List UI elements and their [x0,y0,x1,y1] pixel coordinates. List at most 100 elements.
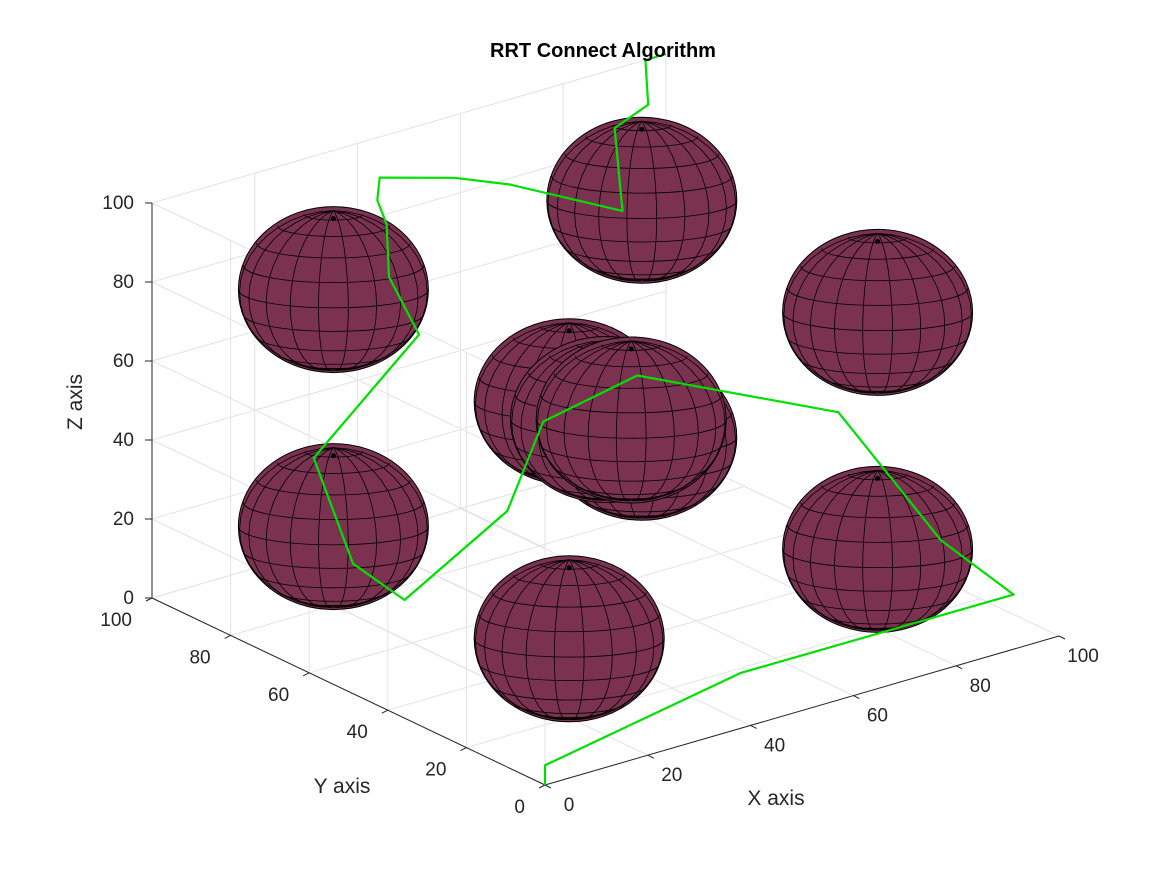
sphere-meridian [587,340,632,501]
sphere-meridian [641,120,737,280]
z-tick-label: 0 [123,588,134,609]
y-tick-label: 60 [268,685,289,706]
sphere-pole [875,475,881,481]
sphere-meridian [511,340,606,499]
sphere-meridian [877,233,893,394]
sphere-meridian [877,233,922,394]
sphere-meridian [877,233,972,392]
sphere-obstacle [473,555,665,723]
sphere-meridian [484,559,570,719]
sphere-meridian [862,470,878,631]
y-tick-label: 0 [514,797,525,818]
sphere-meridian [289,447,334,608]
z-tick-label: 40 [113,430,134,451]
sphere-meridian [248,210,334,370]
scene [237,52,1015,786]
x-tick-label: 80 [970,676,991,697]
x-tick-mark [544,784,552,789]
sphere-meridian [333,210,428,369]
sphere-obstacle [535,336,727,504]
y-axis-label: Y axis [314,775,371,798]
y-tick-mark [381,709,389,714]
sphere-obstacle [782,465,974,633]
sphere-meridian [834,233,878,394]
y-tick-label: 40 [347,722,368,743]
sphere-latitude [821,485,934,497]
sphere-meridian [318,210,334,371]
sphere-meridian [333,210,349,371]
sphere-meridian [333,447,349,608]
sphere-obstacle [237,206,429,374]
sphere-meridian [809,233,878,393]
sphere-meridian [248,447,334,607]
sphere-meridian [520,340,606,500]
sphere-meridian [615,340,632,502]
sphere-meridian [792,233,878,393]
sphere-meridian [265,210,334,371]
x-tick-label: 40 [764,735,785,756]
sphere-latitude [585,136,699,148]
chart-title: RRT Connect Algorithm [490,40,716,62]
x-tick-mark [750,724,757,729]
sphere-meridian [563,340,632,501]
sphere-pole [566,328,572,334]
x-tick-mark [647,754,655,759]
grid-line [151,290,667,441]
sphere-meridian [484,322,570,482]
sphere-meridian [630,340,647,502]
y-tick-mark [538,784,546,789]
sphere-meridian [333,447,377,608]
sphere-meridian [631,340,717,500]
sphere-pole [639,126,645,132]
x-tick-mark [1058,635,1066,640]
grid-line [460,508,854,697]
sphere-meridian [783,233,878,392]
sphere-meridian [809,470,878,630]
sphere-meridian [783,470,878,629]
z-tick-label: 100 [102,193,134,214]
sphere-meridian [598,120,642,282]
sphere-meridian [631,340,726,500]
sphere-meridian [553,559,570,721]
sphere-meridian [501,322,570,483]
sphere-meridian [877,470,972,629]
sphere-obstacle [237,443,429,611]
grid-line [151,518,546,707]
sphere-meridian [333,210,377,371]
sphere-latitude [277,462,390,474]
y-tick-mark [460,747,467,752]
sphere-pole [875,238,881,244]
grid-line [151,281,546,470]
sphere-meridian [265,447,334,608]
x-tick-mark [955,665,963,670]
sphere-meridian [289,210,334,371]
x-tick-label: 100 [1067,646,1099,667]
y-axis-line [151,597,546,786]
sphere-meridian [568,559,585,721]
sphere-meridian [318,447,334,608]
sphere-pole [330,216,336,222]
x-tick-label: 20 [661,765,682,786]
sphere-meridian [877,470,893,631]
sphere-meridian [641,120,686,282]
sphere-meridian [333,210,419,370]
sphere-pole [330,453,336,459]
z-tick-label: 60 [113,351,134,372]
sphere-meridian [641,120,727,280]
axis-lines [145,202,1066,789]
grid-line [151,53,667,204]
x-tick-label: 0 [564,795,575,816]
sphere-latitude [574,355,688,368]
sphere-meridian [546,340,632,500]
sphere-meridian [333,447,428,606]
z-axis-label: Z axis [64,374,87,430]
sphere-meridian [536,340,632,500]
sphere-meridian [569,559,664,719]
sphere-pole [628,346,634,352]
x-tick-label: 60 [867,706,888,727]
sphere-meridian [834,470,878,631]
sphere-meridian [641,120,658,282]
z-tick-label: 20 [113,509,134,530]
sphere-meridian [574,120,642,281]
x-axis-line [544,635,1060,786]
